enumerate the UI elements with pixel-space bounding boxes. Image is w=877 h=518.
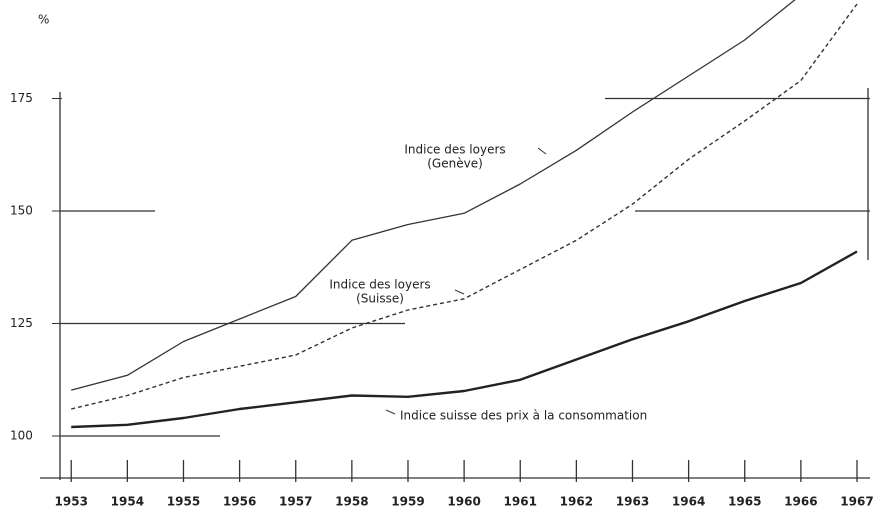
y-tick-label: 125 [10, 316, 33, 330]
x-tick-label: 1957 [279, 495, 312, 509]
annotation-arrow [385, 409, 396, 415]
series-line [71, 3, 858, 410]
series-line [71, 0, 796, 391]
y-axis-label: % [38, 13, 49, 27]
annotation-arrow [454, 289, 465, 295]
x-tick-label: 1962 [560, 495, 593, 509]
x-tick-label: 1961 [504, 495, 537, 509]
x-tick-label: 1955 [167, 495, 200, 509]
x-tick-label: 1964 [672, 495, 705, 509]
x-tick-label: 1959 [391, 495, 424, 509]
x-tick-label: 1958 [335, 495, 368, 509]
y-tick-label: 175 [10, 91, 33, 105]
x-tick-label: 1953 [55, 495, 88, 509]
x-tick-label: 1966 [784, 495, 817, 509]
annotation: Indice suisse des prix à la consommation [400, 409, 647, 423]
y-tick-label: 150 [10, 204, 33, 218]
x-tick-label: 1960 [447, 495, 480, 509]
y-tick-label: 100 [10, 429, 33, 443]
x-tick-label: 1967 [840, 495, 873, 509]
annotation: (Genève) [427, 157, 483, 171]
annotation-arrow [537, 147, 547, 155]
x-tick-label: 1956 [223, 495, 256, 509]
series-line [71, 250, 858, 429]
annotation: Indice des loyers [404, 143, 505, 157]
annotation: Indice des loyers [329, 278, 430, 292]
x-tick-label: 1963 [616, 495, 649, 509]
x-tick-label: 1965 [728, 495, 761, 509]
plot-area [71, 0, 858, 429]
annotation: (Suisse) [356, 292, 404, 306]
x-tick-label: 1954 [111, 495, 144, 509]
